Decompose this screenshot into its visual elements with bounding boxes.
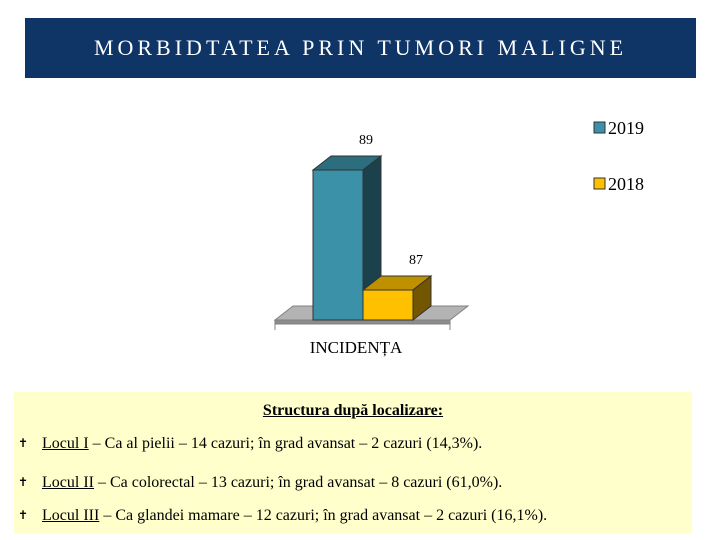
book-bullet-icon: ✝	[18, 475, 29, 489]
legend-swatch-2018	[593, 177, 606, 190]
legend-label-2018: 2018	[608, 174, 644, 194]
list-item: ✝ Locul II – Ca colorectal – 13 cazuri; î…	[18, 474, 502, 492]
book-bullet-icon: ✝	[18, 436, 29, 450]
place-label: Locul II	[42, 474, 94, 491]
place-label: Locul III	[42, 507, 100, 524]
place-text: – Ca al pielii – 14 cazuri; în grad avan…	[88, 435, 483, 452]
place-text: – Ca colorectal – 13 cazuri; în grad ava…	[93, 474, 503, 491]
place-text: – Ca glandei mamare – 12 cazuri; în grad…	[99, 507, 548, 524]
list-item: ✝ Locul I – Ca al pielii – 14 cazuri; în …	[18, 435, 482, 453]
data-label-2019: 89	[359, 133, 373, 148]
incidence-chart: 89 87 INCIDENȚA 2019 2018	[273, 118, 644, 357]
book-bullet-icon: ✝	[18, 508, 29, 522]
page-title: MORBIDTATEA PRIN TUMORI MALIGNE	[93, 35, 628, 60]
place-label: Locul I	[42, 435, 89, 452]
legend-swatch-2019	[593, 121, 606, 134]
title-bar: MORBIDTATEA PRIN TUMORI MALIGNE	[25, 18, 696, 78]
bar-2018	[362, 289, 414, 321]
category-label: INCIDENȚA	[310, 338, 403, 357]
data-label-2018: 87	[409, 253, 423, 268]
legend-label-2019: 2019	[608, 118, 644, 138]
bar-2019	[312, 169, 364, 321]
localization-heading: Structura după localizare:	[262, 402, 444, 419]
localization-panel: Structura după localizare: ✝ Locul I – Ca…	[14, 392, 692, 533]
list-item: ✝ Locul III – Ca glandei mamare – 12 cazu…	[18, 507, 547, 525]
